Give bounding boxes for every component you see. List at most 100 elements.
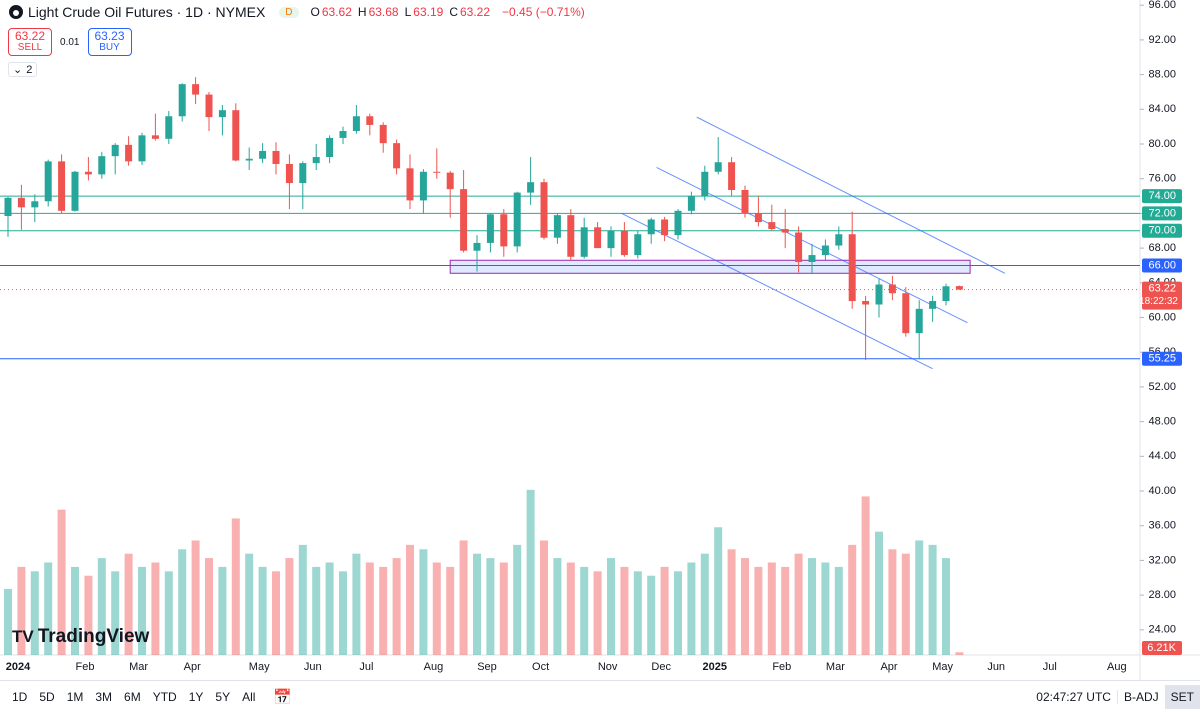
volume-label-box (1142, 641, 1182, 655)
volume-bar (178, 549, 187, 655)
sell-button[interactable]: 63.22 SELL (8, 28, 53, 56)
change: −0.45 (−0.71%) (502, 5, 585, 19)
volume-bar (57, 509, 66, 655)
indicators-toggle[interactable]: ⌄ 2 (8, 62, 38, 77)
legend-row: Light Crude Oil Futures · 1D · NYMEX D O… (8, 4, 585, 20)
candle-body (71, 171, 79, 211)
sell-price: 63.22 (15, 29, 46, 43)
ranges: 1D 5D 1M 3M 6M YTD 1Y 5Y All (0, 690, 267, 704)
y-tick-label: 44.00 (1148, 450, 1176, 462)
last-price-label: 63.22 (1148, 282, 1176, 294)
volume-bar (30, 571, 39, 655)
candle-body (620, 230, 628, 256)
candle-body (835, 234, 843, 246)
volume-bar (687, 562, 696, 655)
candle-body (393, 143, 401, 169)
candle-body (312, 157, 320, 164)
volume-bar (848, 544, 857, 655)
candle-body (821, 245, 829, 256)
volume-bar (821, 562, 830, 655)
volume-bar (540, 540, 548, 655)
candle-body (500, 214, 508, 247)
symbol-title[interactable]: Light Crude Oil Futures · 1D · NYMEX (28, 4, 266, 20)
range-button[interactable]: 1D (12, 689, 28, 704)
y-tick-label: 48.00 (1148, 416, 1176, 428)
candle-body (929, 301, 937, 309)
candle-body (178, 84, 186, 117)
adjust[interactable]: B-ADJ (1116, 689, 1165, 704)
session[interactable]: SET (1164, 684, 1200, 709)
range-button[interactable]: All (242, 689, 256, 704)
x-tick-label: Oct (532, 661, 549, 673)
volume-bar (928, 544, 937, 655)
range-button[interactable]: 1M (66, 689, 84, 704)
candle-body (781, 229, 789, 233)
volume-bar (727, 549, 736, 655)
x-tick-label: 2024 (6, 661, 31, 673)
volume-bar (955, 652, 964, 655)
ohlc-value: 63.68 (368, 5, 399, 19)
range-button[interactable]: YTD (152, 689, 177, 704)
range-button[interactable]: 1Y (188, 689, 204, 704)
y-tick-label: 96.00 (1148, 0, 1176, 11)
volume-bar (339, 571, 347, 655)
volume-bar (781, 566, 790, 655)
candle-body (58, 161, 66, 211)
candle-body (580, 227, 588, 257)
volume-bar (593, 571, 602, 655)
candle-body (955, 286, 963, 290)
volume-bar (379, 566, 388, 655)
last-price-box (1142, 281, 1182, 310)
candle-body (486, 214, 494, 243)
candle-body (138, 135, 146, 162)
trade-row: 63.22 SELL 0.01 63.23 BUY (8, 28, 132, 56)
y-tick-label: 40.00 (1148, 485, 1176, 497)
level-label: 72.00 (1148, 207, 1176, 219)
volume-bar (513, 544, 522, 655)
volume-bar (714, 527, 723, 655)
candle-body (862, 301, 870, 305)
x-tick-label: Jun (304, 661, 322, 673)
bottom-toolbar: 1D 5D 1M 3M 6M YTD 1Y 5Y All 📅 02:47:27 UTC B-AD… (0, 680, 1200, 711)
candle-body (433, 171, 441, 173)
volume-bar (875, 531, 883, 655)
level-label: 70.00 (1148, 225, 1176, 237)
candle-body (701, 171, 709, 197)
volume-bar (4, 588, 12, 655)
volume-bar (432, 562, 441, 655)
ohlc-key: C (449, 5, 458, 19)
range-button[interactable]: 5Y (215, 689, 231, 704)
volume-bar (44, 562, 53, 655)
candle-body (192, 84, 200, 95)
x-tick-label: May (932, 661, 953, 673)
volume-bar (298, 544, 307, 655)
volume-bar (580, 566, 589, 655)
volume-bar (84, 575, 93, 655)
volume-bar (486, 558, 495, 655)
candle-body (326, 137, 334, 158)
volume-bar (365, 562, 374, 655)
x-tick-label: Apr (184, 661, 201, 673)
candle-body (31, 201, 39, 208)
candle-body (406, 168, 414, 201)
x-tick-label: Feb (76, 661, 95, 673)
volume-bar (406, 544, 414, 655)
candle-body (888, 284, 896, 294)
candle-body (915, 308, 923, 334)
range-button[interactable]: 5D (39, 689, 55, 704)
candle-body (674, 210, 682, 236)
level-label-box (1142, 258, 1182, 273)
y-tick-label: 68.00 (1148, 242, 1176, 254)
volume-bar (352, 553, 361, 655)
volume-bar (111, 571, 120, 655)
range-button[interactable]: 3M (95, 689, 113, 704)
buy-button[interactable]: 63.23 BUY (87, 28, 132, 56)
candle-body (687, 196, 695, 211)
date-range-icon[interactable]: 📅 (273, 688, 293, 706)
volume-bar (459, 540, 468, 655)
candle-body (299, 163, 307, 184)
ohlc-key: O (310, 5, 320, 19)
countdown: 18:22:32 (1139, 296, 1178, 307)
level-label: 55.25 (1148, 353, 1176, 365)
range-button[interactable]: 6M (124, 689, 141, 704)
